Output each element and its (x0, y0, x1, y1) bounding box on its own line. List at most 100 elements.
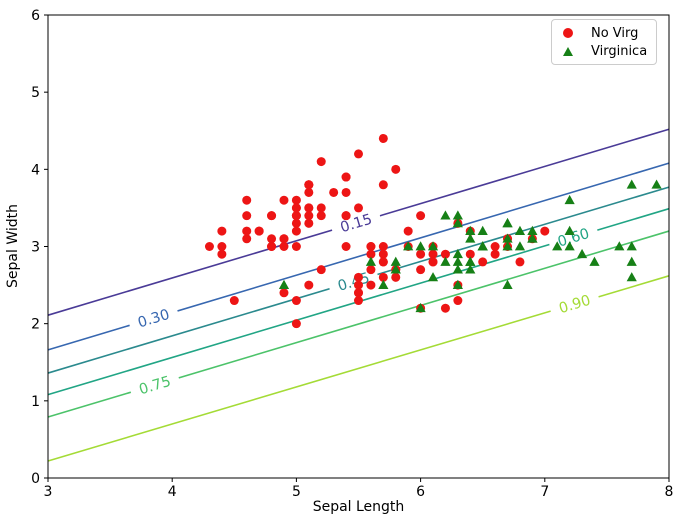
scatter-point-virginica (589, 256, 600, 266)
x-tick-label: 6 (416, 484, 425, 500)
contour-label-group: 0.90 (548, 288, 601, 320)
x-axis-label: Sepal Length (312, 499, 405, 515)
scatter-point-no-virg (354, 203, 363, 213)
scatter-point-virginica (514, 225, 526, 235)
x-tick-label: 3 (44, 484, 53, 500)
scatter-point-no-virg (279, 234, 289, 244)
scatter-point-virginica (477, 241, 488, 251)
x-tick-label: 8 (665, 484, 674, 500)
contour-label-group: 0.30 (127, 302, 180, 334)
scatter-point-no-virg (291, 211, 301, 221)
scatter-point-virginica (576, 248, 588, 259)
scatter-point-no-virg (416, 211, 426, 221)
scatter-point-virginica (465, 264, 476, 274)
scatter-point-virginica (626, 256, 637, 266)
scatter-point-virginica (427, 272, 439, 282)
scatter-point-no-virg (291, 195, 301, 205)
scatter-point-no-virg (341, 187, 351, 197)
x-tick-label: 4 (168, 484, 177, 500)
y-tick-label: 5 (31, 85, 40, 101)
scatter-point-virginica (552, 241, 563, 251)
y-tick-label: 4 (31, 162, 40, 178)
scatter-point-no-virg (279, 288, 289, 298)
scatter-point-no-virg (490, 242, 500, 251)
legend-item-virginica: Virginica (562, 43, 652, 62)
scatter-point-virginica (465, 256, 476, 266)
contour-label-group: 0.15 (329, 207, 383, 239)
scatter-point-no-virg (440, 303, 450, 313)
contour-label-gap (546, 222, 600, 253)
contour-label-0.30: 0.30 (136, 307, 172, 332)
contour-label-group: 0.75 (128, 369, 182, 401)
scatter-point-no-virg (291, 319, 301, 329)
scatter-point-no-virg (304, 180, 314, 190)
contour-label-gap (327, 266, 380, 297)
scatter-point-no-virg (291, 218, 301, 228)
scatter-point-no-virg (354, 296, 363, 306)
scatter-point-virginica (378, 279, 389, 289)
scatter-point-no-virg (453, 296, 463, 306)
scatter-point-virginica (502, 279, 513, 289)
scatter-point-no-virg (242, 211, 252, 221)
scatter-point-virginica (626, 179, 637, 189)
contour-label-0.60: 0.60 (556, 226, 592, 251)
scatter-point-no-virg (378, 272, 388, 282)
scatter-point-virginica (477, 225, 488, 235)
scatter-point-virginica (403, 241, 414, 251)
legend: No Virg Virginica (551, 19, 657, 65)
scatter-point-no-virg (354, 149, 363, 159)
scatter-point-virginica (626, 272, 637, 282)
scatter-point-no-virg (341, 242, 351, 251)
scatter-point-no-virg (291, 296, 301, 306)
legend-label: No Virg (591, 25, 639, 41)
legend-label: Virginica (591, 44, 648, 60)
scatter-point-no-virg (279, 242, 289, 251)
scatter-point-virginica (390, 264, 401, 274)
scatter-point-no-virg (242, 195, 252, 205)
scatter-point-virginica (502, 218, 513, 228)
scatter-point-virginica (651, 179, 662, 189)
scatter-point-no-virg (291, 203, 301, 213)
contour-label-0.75: 0.75 (137, 374, 173, 399)
x-tick-label: 5 (292, 484, 301, 500)
scatter-point-no-virg (204, 242, 214, 251)
scatter-point-no-virg (304, 280, 314, 290)
scatter-point-no-virg (279, 195, 289, 205)
scatter-point-virginica (626, 241, 637, 251)
scatter-point-no-virg (354, 288, 363, 298)
scatter-point-no-virg (354, 280, 363, 290)
scatter-point-no-virg (304, 203, 314, 213)
scatter-point-virginica (502, 241, 513, 251)
scatter-point-virginica (415, 241, 426, 251)
y-tick-label: 6 (31, 8, 40, 24)
scatter-point-virginica (440, 210, 451, 220)
scatter-point-no-virg (540, 226, 550, 236)
scatter-point-no-virg (316, 203, 326, 213)
scatter-point-no-virg (217, 249, 227, 259)
scatter-point-no-virg (366, 280, 376, 290)
scatter-point-no-virg (378, 180, 388, 190)
scatter-point-virginica (452, 279, 463, 289)
scatter-point-no-virg (267, 211, 277, 221)
scatter-point-no-virg (254, 226, 264, 236)
scatter-point-no-virg (440, 249, 450, 259)
scatter-point-no-virg (378, 133, 388, 143)
scatter-point-no-virg (416, 265, 426, 275)
scatter-point-virginica (452, 256, 463, 266)
scatter-point-no-virg (366, 242, 376, 251)
scatter-point-virginica (390, 256, 401, 266)
scatter-point-virginica (465, 225, 476, 235)
scatter-point-virginica (514, 241, 526, 251)
scatter-point-no-virg (341, 172, 351, 182)
contour-label-gap (127, 302, 180, 334)
scatter-point-no-virg (515, 257, 525, 267)
y-tick-label: 2 (31, 317, 40, 333)
scatter-point-no-virg (366, 249, 376, 259)
scatter-point-no-virg (242, 234, 252, 244)
contour-label-0.90: 0.90 (557, 293, 593, 318)
scatter-point-no-virg (391, 272, 401, 282)
y-tick-label: 0 (31, 471, 40, 487)
scatter-point-virginica (452, 210, 463, 220)
scatter-point-no-virg (378, 242, 388, 251)
